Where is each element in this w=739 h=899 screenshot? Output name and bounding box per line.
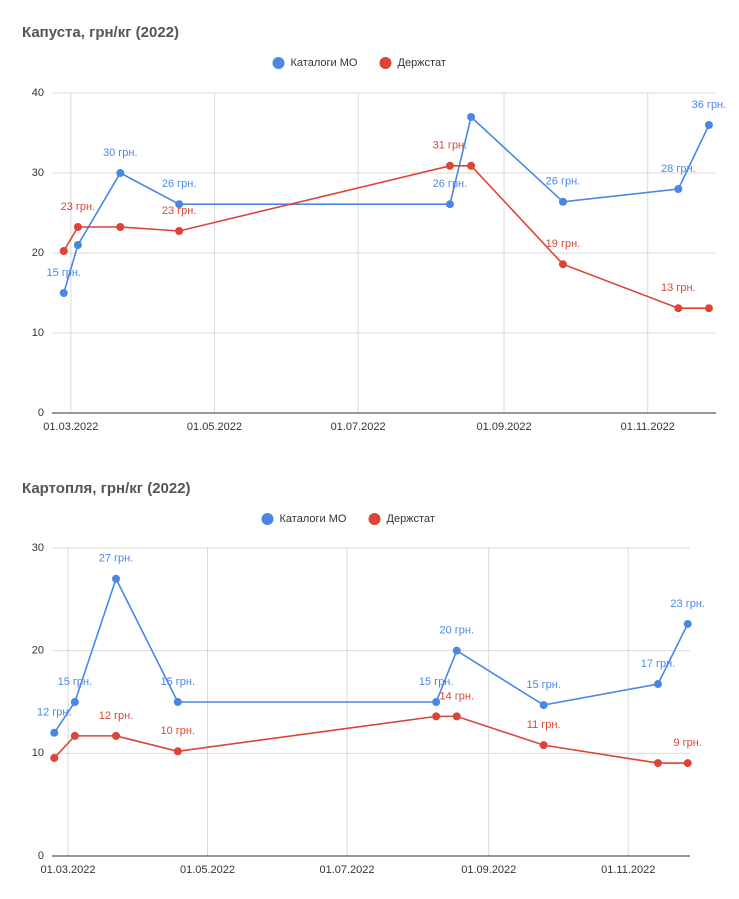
y-tick-label: 30 bbox=[32, 542, 44, 554]
data-label: 15 грн. bbox=[526, 679, 561, 691]
data-label: 23 грн. bbox=[670, 598, 705, 610]
data-label: 20 грн. bbox=[439, 625, 474, 637]
data-label: 36 грн. bbox=[692, 99, 727, 111]
data-label: 15 грн. bbox=[46, 267, 81, 279]
data-point bbox=[173, 747, 182, 756]
data-label: 14 грн. bbox=[439, 690, 474, 702]
data-point bbox=[467, 161, 476, 170]
data-label: 9 грн. bbox=[673, 737, 701, 749]
data-point bbox=[50, 753, 59, 762]
y-tick-label: 20 bbox=[32, 247, 44, 259]
data-label: 15 грн. bbox=[419, 676, 454, 688]
data-point bbox=[116, 169, 125, 177]
x-tick-label: 01.05.2022 bbox=[180, 864, 235, 876]
data-point bbox=[674, 304, 683, 313]
y-tick-label: 0 bbox=[38, 407, 44, 419]
data-label: 26 грн. bbox=[162, 178, 197, 190]
data-point bbox=[445, 161, 454, 170]
data-label: 15 грн. bbox=[58, 676, 93, 688]
y-tick-label: 40 bbox=[32, 87, 44, 99]
data-point bbox=[432, 712, 441, 721]
data-label: 26 грн. bbox=[433, 178, 468, 190]
data-point bbox=[467, 113, 476, 121]
data-point bbox=[683, 619, 692, 628]
x-tick-label: 01.09.2022 bbox=[477, 421, 532, 433]
data-point bbox=[73, 241, 82, 249]
x-tick-label: 01.03.2022 bbox=[40, 864, 95, 876]
data-point bbox=[73, 223, 82, 231]
legend-label: Держстат bbox=[387, 513, 435, 525]
data-label: 12 грн. bbox=[37, 707, 72, 719]
data-point bbox=[558, 197, 567, 206]
data-point bbox=[674, 185, 683, 193]
x-tick-label: 01.07.2022 bbox=[319, 864, 374, 876]
data-label: 28 грн. bbox=[661, 163, 696, 175]
y-tick-label: 30 bbox=[32, 167, 44, 179]
data-label: 30 грн. bbox=[103, 147, 138, 159]
data-point bbox=[683, 759, 692, 768]
y-tick-label: 10 bbox=[32, 327, 44, 339]
data-point bbox=[445, 200, 454, 209]
data-point bbox=[653, 759, 662, 768]
series-line bbox=[53, 715, 688, 764]
x-tick-label: 01.07.2022 bbox=[331, 421, 386, 433]
data-point bbox=[59, 247, 68, 255]
x-tick-label: 01.03.2022 bbox=[43, 421, 98, 433]
data-label: 17 грн. bbox=[641, 658, 676, 670]
x-tick-label: 01.11.2022 bbox=[601, 864, 655, 876]
data-point bbox=[50, 728, 59, 737]
y-tick-label: 20 bbox=[32, 645, 44, 657]
x-tick-label: 01.11.2022 bbox=[621, 421, 675, 433]
data-point bbox=[112, 731, 121, 740]
series-line bbox=[63, 165, 709, 309]
data-point bbox=[116, 223, 125, 231]
data-point bbox=[432, 698, 441, 706]
data-label: 26 грн. bbox=[546, 176, 581, 188]
data-label: 19 грн. bbox=[546, 238, 581, 250]
series-line bbox=[53, 576, 689, 734]
chart-title: Картопля, грн/кг (2022) bbox=[22, 480, 191, 497]
data-point bbox=[59, 289, 68, 297]
data-point bbox=[175, 200, 184, 209]
legend-label: Каталоги МО bbox=[291, 57, 358, 69]
data-point bbox=[704, 304, 713, 313]
data-point bbox=[558, 260, 567, 269]
legend-label: Каталоги МО bbox=[280, 513, 347, 525]
data-label: 23 грн. bbox=[61, 201, 96, 213]
legend-label: Держстат bbox=[398, 57, 446, 69]
y-tick-label: 10 bbox=[32, 747, 44, 759]
data-point bbox=[70, 731, 79, 740]
data-point bbox=[539, 701, 548, 710]
data-point bbox=[539, 741, 548, 750]
data-point bbox=[452, 712, 461, 721]
data-point bbox=[653, 680, 662, 689]
data-point bbox=[704, 121, 713, 129]
data-label: 27 грн. bbox=[99, 553, 134, 565]
data-label: 23 грн. bbox=[162, 205, 197, 217]
data-point bbox=[452, 646, 461, 655]
data-point bbox=[175, 227, 184, 235]
data-point bbox=[70, 698, 79, 706]
data-point bbox=[112, 574, 121, 583]
legend-marker bbox=[379, 57, 392, 69]
chart-title: Капуста, грн/кг (2022) bbox=[22, 24, 179, 41]
y-tick-label: 0 bbox=[38, 850, 44, 862]
legend-marker bbox=[261, 513, 274, 525]
data-label: 12 грн. bbox=[99, 710, 134, 722]
data-label: 15 грн. bbox=[160, 676, 195, 688]
legend-marker bbox=[368, 513, 381, 525]
data-label: 10 грн. bbox=[160, 725, 195, 737]
legend-marker bbox=[272, 57, 285, 69]
data-label: 31 грн. bbox=[433, 140, 468, 152]
data-point bbox=[173, 698, 182, 706]
series-line bbox=[63, 115, 710, 294]
data-label: 13 грн. bbox=[661, 282, 696, 294]
x-tick-label: 01.05.2022 bbox=[187, 421, 242, 433]
x-tick-label: 01.09.2022 bbox=[461, 864, 516, 876]
data-label: 11 грн. bbox=[527, 719, 561, 731]
